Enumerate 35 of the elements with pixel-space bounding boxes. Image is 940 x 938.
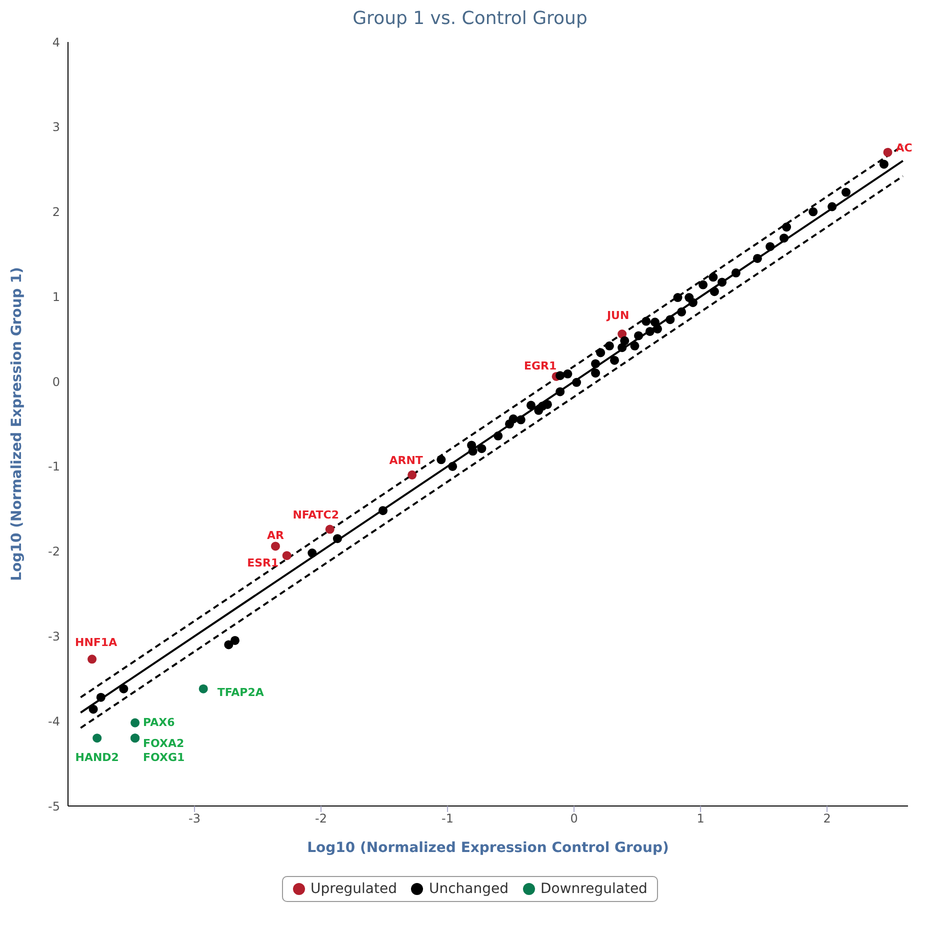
y-axis-title: Log10 (Normalized Expression Group 1) [8, 267, 25, 581]
x-tick-label: 2 [823, 812, 831, 826]
annotation: FOXG1 [143, 751, 185, 764]
y-tick-label: -1 [48, 460, 60, 474]
y-tick-label: -3 [48, 629, 60, 644]
y-tick-label: 4 [52, 35, 60, 50]
legend-label: Upregulated [310, 881, 397, 897]
annotation: FOXA2 [143, 737, 184, 750]
x-tick-label: -1 [442, 812, 454, 826]
annotation: AR [266, 529, 284, 542]
annotation: EGR1 [524, 359, 557, 372]
legend-label: Unchanged [428, 881, 508, 897]
chart-title: Group 1 vs. Control Group [352, 8, 588, 31]
y-tick-label: -5 [48, 799, 60, 814]
annotation: HAND2 [75, 751, 119, 764]
annotation: TFAP2A [217, 686, 264, 699]
legend-label: Downregulated [540, 881, 648, 897]
annotation: PAX6 [143, 716, 176, 729]
x-tick-label: -2 [315, 812, 327, 826]
y-tick-label: 2 [52, 205, 60, 220]
annotation: ESR1 [247, 556, 279, 570]
x-tick-label: 1 [696, 812, 704, 826]
annotation: NFATC2 [292, 508, 340, 522]
x-tick-label: -3 [188, 812, 200, 826]
x-axis-title: Log10 (Normalized Expression Control Group) [307, 840, 669, 856]
y-tick-label: 1 [52, 290, 60, 304]
annotation: ARNT [389, 454, 424, 467]
x-tick-label: 0 [570, 812, 578, 826]
annotation: JUN [606, 309, 630, 322]
y-tick-label: 0 [52, 374, 60, 389]
annotation: AC [896, 141, 912, 154]
annotation: HNF1A [74, 636, 118, 650]
y-tick-label: -4 [48, 714, 60, 728]
y-tick-label: -2 [48, 544, 60, 559]
y-tick-label: 3 [52, 120, 60, 134]
